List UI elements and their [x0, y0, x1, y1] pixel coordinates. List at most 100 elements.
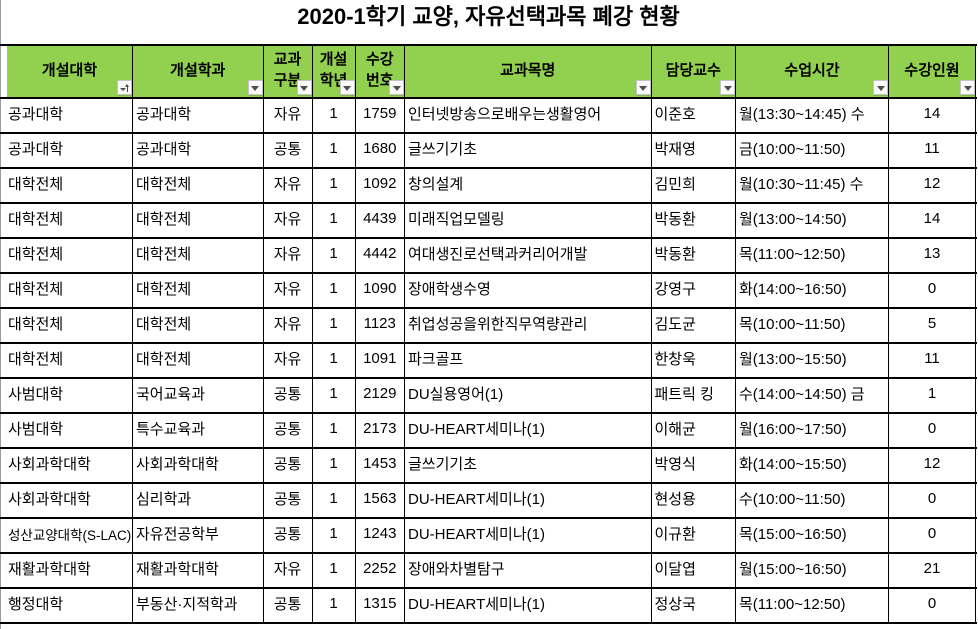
- cell-professor: 김민희: [652, 168, 736, 202]
- cell-value: 4442: [363, 245, 397, 262]
- row-gutter: [0, 134, 7, 167]
- cell-value: 재활과학대학: [136, 561, 219, 578]
- cell-value: 월(13:30~14:45) 수: [739, 106, 865, 123]
- cell-value: DU-HEART세미나(1): [408, 596, 545, 613]
- header-label-line: 개설학과: [170, 61, 226, 79]
- cell-course-no: 1092: [356, 168, 405, 202]
- cell-enrollment: 0: [889, 483, 976, 517]
- sheet-gridline: [0, 0, 1, 629]
- cell-value: 대학전체: [136, 316, 192, 333]
- cell-value: 2173: [363, 420, 397, 437]
- cell-value: 2252: [363, 560, 397, 577]
- cell-value: 장애학생수영: [408, 281, 491, 298]
- cell-course-type: 자유: [264, 273, 313, 307]
- cell-value: 0: [927, 280, 937, 297]
- cell-course-no: 1123: [356, 308, 405, 342]
- cell-year: 1: [313, 203, 356, 237]
- cell-value: 1: [329, 455, 338, 472]
- cell-value: 박영식: [654, 456, 696, 473]
- cell-year: 1: [313, 518, 356, 552]
- filter-button-class-time[interactable]: [873, 80, 888, 95]
- cell-value: 4439: [363, 210, 397, 227]
- cell-value: 화(14:00~15:50): [739, 456, 847, 473]
- cell-value: 13: [923, 245, 941, 262]
- cell-enrollment: 11: [889, 343, 976, 377]
- row-gutter: [0, 554, 7, 587]
- cell-course-name: DU-HEART세미나(1): [405, 483, 652, 517]
- cell-college: 행정대학: [7, 588, 133, 622]
- cell-value: 대학전체: [136, 351, 192, 368]
- filter-dropdown-icon: [392, 85, 401, 91]
- cell-course-name: DU-HEART세미나(1): [405, 588, 652, 622]
- cell-department: 심리학과: [133, 483, 264, 517]
- cell-value: 1: [329, 350, 338, 367]
- cell-value: 박동환: [654, 211, 696, 228]
- cell-value: 대학전체: [136, 246, 192, 263]
- cell-value: 1243: [363, 525, 397, 542]
- cell-professor: 김도균: [652, 308, 736, 342]
- cell-course-type: 자유: [264, 203, 313, 237]
- filter-button-department[interactable]: [247, 80, 263, 95]
- cell-value: 김도균: [654, 316, 696, 333]
- table-row: 행정대학 부동산·지적학과 공통 1 1315 DU-HEART세미나(1) 정상국 목(11…: [0, 588, 977, 624]
- cell-professor: 박동환: [652, 238, 736, 272]
- cell-value: 공통: [273, 456, 302, 473]
- row-gutter: [0, 379, 7, 412]
- cell-professor: 박영식: [652, 448, 736, 482]
- cell-value: 사범대학: [8, 421, 64, 438]
- cell-value: 수(14:00~14:50) 금: [739, 386, 865, 403]
- row-gutter: [0, 309, 7, 342]
- filter-dropdown-icon: [876, 85, 885, 91]
- cell-value: 1759: [363, 105, 397, 122]
- cell-class-time: 월(16:00~17:50): [736, 413, 889, 447]
- cell-value: 11: [924, 140, 940, 157]
- filter-button-course-no[interactable]: [389, 80, 404, 95]
- filter-button-professor[interactable]: [720, 80, 735, 95]
- cell-course-name: 장애와차별탐구: [405, 553, 652, 587]
- table-row: 대학전체 대학전체 자유 1 1123 취업성공을위한직무역량관리 김도균 목(10:00~1…: [0, 308, 977, 344]
- cell-value: 공통: [273, 386, 302, 403]
- cell-department: 특수교육과: [133, 413, 264, 447]
- filter-button-course-name[interactable]: [635, 80, 651, 95]
- cell-value: 공과대학: [8, 141, 64, 158]
- cell-course-type: 공통: [264, 133, 313, 167]
- cell-class-time: 월(15:00~16:50): [736, 553, 889, 587]
- cell-enrollment: 12: [889, 448, 976, 482]
- cell-course-type: 자유: [264, 343, 313, 377]
- cell-college: 사회과학대학: [7, 448, 133, 482]
- cell-value: 0: [927, 490, 937, 507]
- filter-dropdown-icon: [343, 85, 351, 91]
- cell-value: 성산교양대학(S-LAC): [8, 527, 132, 543]
- cell-value: 5: [927, 315, 937, 332]
- cell-course-name: 장애학생수영: [405, 273, 652, 307]
- filter-button-enrollment[interactable]: [960, 80, 975, 95]
- filter-button-course-type[interactable]: [296, 80, 312, 95]
- cell-professor: 이달엽: [652, 553, 736, 587]
- filter-button-year[interactable]: [339, 80, 355, 95]
- table-row: 공과대학 공과대학 공통 1 1680 글쓰기기초 박재영 금(10:00~11:50) 11: [0, 133, 977, 169]
- header-label-course-type: 교과 구분: [274, 49, 302, 91]
- cell-value: 1315: [363, 595, 397, 612]
- header-label-line: 구분: [273, 72, 302, 90]
- cell-value: 화(14:00~16:50): [739, 281, 847, 298]
- cell-value: 한창욱: [654, 351, 696, 368]
- filter-button-college[interactable]: [117, 80, 132, 95]
- header-label-line: 교과목명: [500, 61, 556, 79]
- cell-value: 김민희: [654, 176, 696, 193]
- cell-enrollment: 21: [889, 553, 976, 587]
- table-row: 재활과학대학 재활과학대학 자유 1 2252 장애와차별탐구 이달엽 월(15:00~16:…: [0, 553, 977, 589]
- cell-year: 1: [313, 168, 356, 202]
- cell-value: 사회과학대학: [136, 456, 219, 473]
- cell-value: 12: [923, 175, 941, 192]
- cell-enrollment: 0: [889, 273, 976, 307]
- cell-professor: 이해균: [652, 413, 736, 447]
- cell-value: 파크골프: [408, 351, 464, 368]
- cell-class-time: 목(11:00~12:50): [736, 238, 889, 272]
- cell-course-no: 1680: [356, 133, 405, 167]
- cell-professor: 한창욱: [652, 343, 736, 377]
- cell-year: 1: [313, 413, 356, 447]
- cell-value: 자유: [273, 211, 302, 228]
- cell-college: 대학전체: [7, 273, 133, 307]
- filter-dropdown-icon: [963, 85, 972, 91]
- cell-department: 대학전체: [133, 308, 264, 342]
